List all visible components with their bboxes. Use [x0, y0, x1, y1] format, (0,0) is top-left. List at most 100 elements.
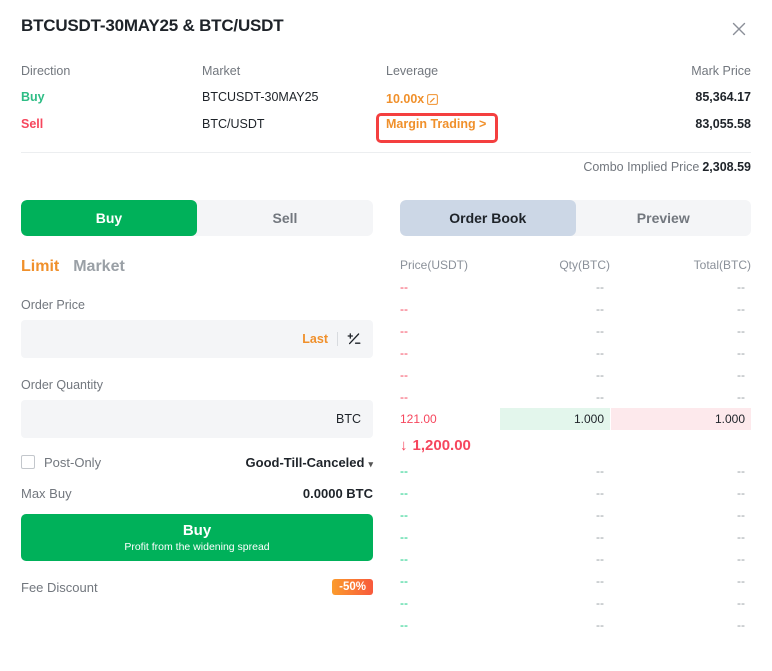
bid-price: --	[400, 508, 408, 522]
column-header-qty: Qty(BTC)	[559, 258, 610, 272]
leg-direction: Sell	[21, 117, 44, 131]
ask-total: --	[737, 280, 745, 294]
order-type-tabs: Limit Market	[21, 256, 373, 278]
combo-implied-label: Combo Implied Price	[583, 160, 700, 174]
leg-market: BTC/USDT	[202, 117, 265, 131]
last-price-button[interactable]: Last	[302, 332, 328, 346]
order-form-panel: Buy Sell Limit Market Order Price Last O…	[21, 200, 373, 597]
order-quantity-input[interactable]	[33, 411, 336, 427]
bid-price: --	[400, 464, 408, 478]
tab-sell[interactable]: Sell	[272, 210, 298, 226]
ask-price: --	[400, 324, 408, 338]
bid-price: --	[400, 574, 408, 588]
ask-qty: --	[596, 390, 604, 404]
order-book-panel: Order Book Preview Price(USDT) Qty(BTC) …	[400, 200, 751, 636]
time-in-force-value: Good-Till-Canceled	[245, 454, 365, 470]
bid-total: --	[737, 530, 745, 544]
submit-buy-button[interactable]: Buy Profit from the widening spread	[21, 514, 373, 561]
status-badge: -50%	[332, 579, 373, 595]
bid-total: --	[737, 618, 745, 632]
order-book-column-headers: Price(USDT) Qty(BTC) Total(BTC)	[400, 258, 751, 276]
bid-qty: --	[596, 596, 604, 610]
order-book-row[interactable]: -- -- --	[400, 276, 751, 298]
spread-indicator: ↓ 1,200.00	[400, 430, 751, 460]
column-header-price: Price(USDT)	[400, 258, 468, 272]
post-only-checkbox[interactable]: Post-Only	[21, 455, 101, 470]
tab-order-book[interactable]: Order Book	[400, 200, 576, 236]
order-book-row[interactable]: -- -- --	[400, 548, 751, 570]
bid-total: --	[737, 552, 745, 566]
tab-preview[interactable]: Preview	[636, 210, 690, 226]
ask-qty: --	[596, 280, 604, 294]
side-toggle: Buy Sell	[21, 200, 373, 236]
bid-total: --	[737, 486, 745, 500]
bid-price: --	[400, 596, 408, 610]
edit-pencil-icon[interactable]	[427, 92, 439, 110]
order-quantity-field[interactable]: BTC	[21, 400, 373, 438]
ask-price: 121.00	[400, 412, 437, 426]
dialog-header: BTCUSDT-30MAY25 & BTC/USDT	[0, 0, 772, 56]
order-book-row[interactable]: -- -- --	[400, 298, 751, 320]
tab-market[interactable]: Market	[73, 258, 125, 275]
order-book-row[interactable]: -- -- --	[400, 364, 751, 386]
order-book-row[interactable]: -- -- --	[400, 320, 751, 342]
quantity-unit-label: BTC	[336, 412, 361, 426]
order-book-row[interactable]: -- -- --	[400, 570, 751, 592]
max-buy-row: Max Buy 0.0000 BTC	[21, 484, 373, 502]
order-book-row[interactable]: -- -- --	[400, 526, 751, 548]
spread-value: 1,200.00	[412, 436, 471, 454]
table-header-row: Direction Market Leverage Mark Price	[0, 64, 772, 90]
order-book-row[interactable]: -- -- --	[400, 592, 751, 614]
bid-price: --	[400, 486, 408, 500]
ask-qty: 1.000	[500, 408, 610, 430]
order-book-row[interactable]: -- -- --	[400, 386, 751, 408]
bids-list: -- -- -- -- -- -- -- -- -- -- -- -- -- -	[400, 460, 751, 636]
order-book-row[interactable]: -- -- --	[400, 614, 751, 636]
fee-discount-label: Fee Discount	[21, 579, 98, 595]
bid-qty: --	[596, 552, 604, 566]
leg-leverage-cell[interactable]: 10.00x	[386, 90, 439, 110]
fee-discount-row: Fee Discount -50%	[21, 577, 373, 597]
order-price-field[interactable]: Last	[21, 320, 373, 358]
order-book-row[interactable]: -- -- --	[400, 342, 751, 364]
ask-total: --	[737, 302, 745, 316]
post-only-label: Post-Only	[44, 454, 102, 470]
table-row: Buy BTCUSDT-30MAY25 10.00x 85,364.17	[0, 90, 772, 117]
ask-price: --	[400, 280, 408, 294]
tab-limit[interactable]: Limit	[21, 258, 60, 275]
order-book-tabs: Order Book Preview	[400, 200, 751, 236]
leg-direction: Buy	[21, 90, 45, 104]
tab-buy[interactable]: Buy	[21, 200, 197, 236]
bid-qty: --	[596, 574, 604, 588]
arrow-down-icon: ↓	[400, 436, 408, 454]
divider	[337, 332, 338, 346]
order-book-row[interactable]: -- -- --	[400, 460, 751, 482]
column-header-mark-price: Mark Price	[691, 64, 751, 78]
plus-minus-icon[interactable]	[347, 332, 361, 346]
bid-price: --	[400, 552, 408, 566]
ask-price: --	[400, 368, 408, 382]
order-price-input[interactable]	[33, 331, 303, 347]
combo-implied-value: 2,308.59	[702, 160, 751, 174]
max-buy-label: Max Buy	[21, 485, 72, 501]
checkbox-box[interactable]	[21, 455, 35, 469]
ask-qty: --	[596, 346, 604, 360]
order-book-row[interactable]: -- -- --	[400, 504, 751, 526]
margin-trading-link[interactable]: Margin Trading >	[386, 117, 487, 131]
close-icon[interactable]	[728, 18, 750, 40]
ask-price: --	[400, 390, 408, 404]
bid-total: --	[737, 574, 745, 588]
order-book-row[interactable]: 121.00 1.000 1.000	[400, 408, 751, 430]
bid-price: --	[400, 530, 408, 544]
bid-price: --	[400, 618, 408, 632]
chevron-down-icon: ▾	[368, 458, 373, 469]
time-in-force-select[interactable]: Good-Till-Canceled ▾	[246, 455, 373, 470]
ask-total: --	[737, 346, 745, 360]
column-header-market: Market	[202, 64, 241, 78]
ask-total: 1.000	[611, 408, 751, 430]
order-quantity-label: Order Quantity	[21, 378, 103, 392]
order-book-row[interactable]: -- -- --	[400, 482, 751, 504]
bid-total: --	[737, 508, 745, 522]
column-header-total: Total(BTC)	[693, 258, 751, 272]
